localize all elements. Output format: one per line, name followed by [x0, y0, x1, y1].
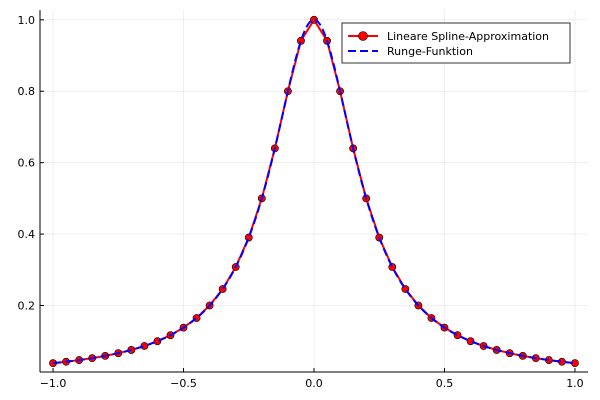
spline-data-point	[453, 331, 462, 340]
y-tick-label: 0.4	[18, 228, 36, 241]
y-tick-label: 1.0	[18, 14, 36, 27]
spline-data-point	[310, 15, 318, 24]
spline-data-point	[466, 337, 475, 346]
y-tick-label: 0.8	[18, 85, 36, 98]
x-tick-label: −1.0	[40, 377, 67, 390]
legend-spline-marker	[358, 31, 368, 41]
x-tick-label: 1.0	[566, 377, 584, 390]
spline-data-point	[244, 233, 253, 242]
spline-data-point	[140, 342, 149, 350]
legend: Lineare Spline-Approximation Runge-Funkti…	[341, 22, 571, 64]
axes: −1.0 −0.5 0.0 0.5 1.0 0.2 0.4 0.6 0.8 1.0	[18, 10, 588, 390]
x-tick-label: −0.5	[170, 377, 197, 390]
y-tick-label: 0.2	[18, 299, 36, 312]
runge-series-line	[52, 18, 576, 365]
legend-runge-label: Runge-Funktion	[387, 45, 473, 58]
x-tick-label: 0.5	[436, 377, 454, 390]
y-tick-label: 0.6	[18, 157, 36, 170]
x-tick-label: 0.0	[305, 377, 323, 390]
spline-data-point	[297, 36, 305, 45]
plot-area	[49, 15, 579, 368]
legend-spline-label: Lineare Spline-Approximation	[387, 30, 549, 43]
spline-data-point	[388, 263, 397, 271]
legend-box	[341, 22, 571, 64]
